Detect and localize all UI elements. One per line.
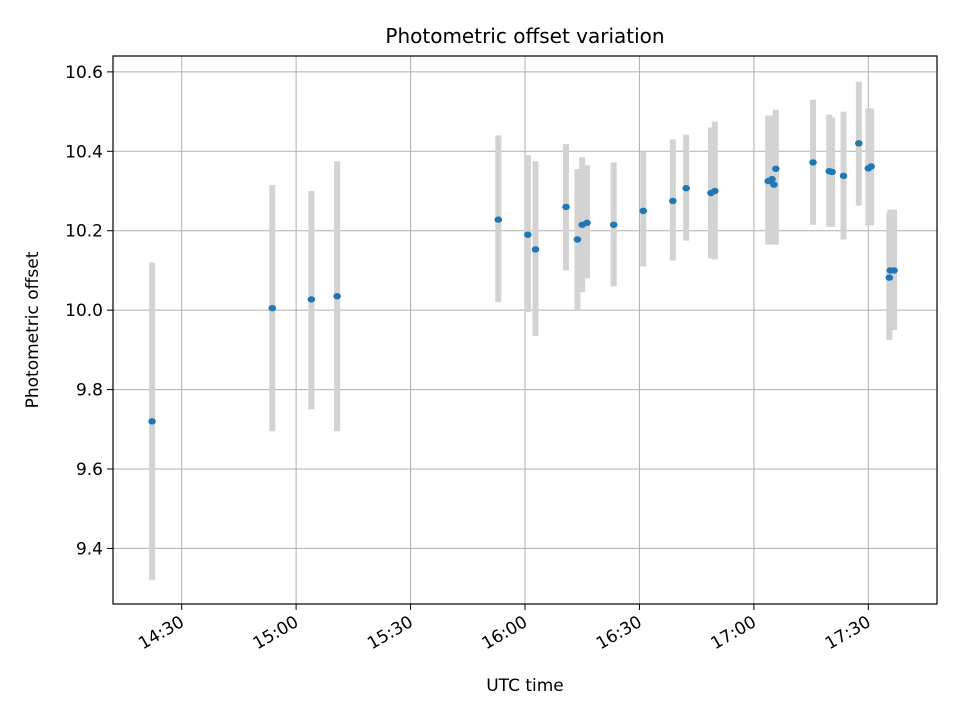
data-point bbox=[494, 216, 503, 223]
data-point bbox=[583, 219, 591, 226]
data-point bbox=[682, 185, 690, 192]
data-point bbox=[839, 172, 848, 180]
data-point bbox=[609, 221, 618, 228]
chart-title: Photometric offset variation bbox=[385, 24, 664, 48]
data-point bbox=[639, 207, 648, 215]
data-point bbox=[867, 163, 875, 170]
data-point bbox=[854, 140, 863, 147]
data-point bbox=[268, 304, 277, 312]
data-point bbox=[828, 168, 836, 176]
data-point bbox=[148, 418, 156, 425]
x-axis-label: UTC time bbox=[486, 676, 564, 696]
data-point bbox=[890, 267, 898, 274]
y-tick-label: 9.6 bbox=[76, 460, 103, 480]
y-tick-label: 10.2 bbox=[65, 222, 103, 242]
data-point bbox=[768, 175, 776, 183]
data-points bbox=[148, 140, 898, 425]
y-tick-label: 10.0 bbox=[65, 301, 103, 321]
data-point bbox=[531, 246, 540, 253]
data-point bbox=[885, 274, 894, 281]
data-point bbox=[809, 159, 817, 166]
data-point bbox=[710, 187, 719, 195]
data-point bbox=[770, 181, 778, 188]
data-point bbox=[524, 231, 532, 238]
y-tick-label: 10.6 bbox=[65, 63, 103, 83]
y-tick-label: 9.8 bbox=[76, 381, 103, 401]
data-point bbox=[307, 296, 316, 303]
data-point bbox=[772, 165, 780, 172]
y-axis-label: Photometric offset bbox=[23, 251, 43, 408]
data-point bbox=[333, 293, 341, 300]
y-axis-ticks: 9.4 9.6 9.8 10.0 10.2 10.4 10.6 bbox=[65, 63, 113, 559]
y-tick-label: 9.4 bbox=[76, 539, 103, 559]
data-point bbox=[562, 203, 570, 211]
y-tick-label: 10.4 bbox=[65, 142, 103, 162]
data-point bbox=[669, 197, 677, 205]
data-point bbox=[573, 236, 582, 243]
